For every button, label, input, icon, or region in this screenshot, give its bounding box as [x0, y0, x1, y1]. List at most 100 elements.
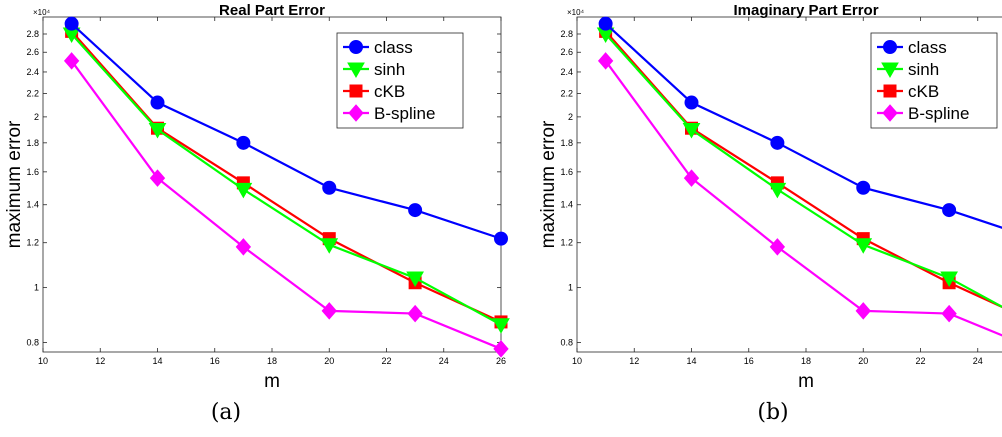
- x-tick-label: 12: [629, 356, 639, 366]
- data-point-B-spline: [149, 169, 166, 187]
- data-point-class: [770, 135, 785, 150]
- x-tick-label: 10: [38, 356, 48, 366]
- y-tick-label: 2.4: [560, 67, 573, 77]
- series-sinh: [62, 27, 510, 334]
- y-tick-label: 0.8: [560, 338, 573, 348]
- y-tick-label: 1.2: [560, 238, 573, 248]
- data-point-class: [64, 16, 79, 31]
- data-point-B-spline: [321, 302, 337, 320]
- data-point-sinh: [854, 238, 873, 254]
- y-tick-label: 1.4: [26, 200, 39, 210]
- legend-marker-cKB: [883, 84, 897, 98]
- data-point-sinh: [768, 182, 787, 199]
- x-tick-label: 26: [496, 356, 506, 366]
- legend-label-sinh: sinh: [374, 60, 405, 79]
- series-B-spline: [597, 52, 1002, 337]
- y-tick-label: 2.8: [560, 29, 573, 39]
- y-tick-label: 2.8: [26, 29, 39, 39]
- legend-label-class: class: [374, 38, 413, 57]
- y-tick-label: 2.6: [26, 47, 39, 57]
- series-line-B-spline: [604, 60, 1002, 337]
- x-axis-label: m: [264, 371, 280, 392]
- x-tick-label: 24: [439, 356, 449, 366]
- series-line-class: [604, 22, 1002, 229]
- legend: class sinh cKB B-spline: [870, 32, 998, 129]
- y-scale-exponent: ×10⁴: [33, 8, 51, 17]
- data-point-class: [856, 180, 871, 195]
- x-tick-label: 14: [686, 356, 696, 366]
- data-point-B-spline: [941, 304, 957, 323]
- legend-label-cKB: cKB: [908, 82, 939, 101]
- data-point-class: [236, 135, 251, 150]
- series-line-sinh: [70, 33, 502, 326]
- series-B-spline: [63, 52, 509, 358]
- x-tick-label: 12: [95, 356, 105, 366]
- panel-caption: (a): [211, 400, 241, 425]
- legend-marker-B-spline: [348, 104, 364, 122]
- series-class: [64, 16, 508, 246]
- series-class: [598, 16, 1002, 229]
- x-tick-label: 22: [915, 356, 925, 366]
- series-sinh: [596, 27, 1002, 309]
- x-tick-label: 24: [973, 356, 983, 366]
- series-line-class: [70, 22, 502, 240]
- chart-panel-b: 101214161820222420.811.21.41.61.822.22.4…: [538, 2, 1002, 392]
- data-point-sinh: [940, 271, 958, 287]
- data-point-sinh: [492, 318, 510, 334]
- x-tick-label: 18: [801, 356, 811, 366]
- legend-marker-sinh: [881, 62, 899, 79]
- data-point-class: [942, 203, 957, 218]
- y-axis-label: maximum error: [538, 120, 559, 248]
- y-tick-label: 1.8: [560, 138, 573, 148]
- legend-marker-B-spline: [882, 104, 898, 122]
- data-point-class: [494, 231, 508, 246]
- y-tick-label: 2.2: [560, 88, 573, 98]
- y-tick-label: 1.8: [26, 138, 39, 148]
- data-point-B-spline: [493, 340, 509, 358]
- data-point-sinh: [234, 182, 253, 199]
- data-point-sinh: [320, 238, 339, 254]
- legend-label-B-spline: B-spline: [374, 104, 435, 123]
- data-point-class: [684, 95, 699, 110]
- x-tick-label: 18: [267, 356, 277, 366]
- y-tick-label: 1.6: [560, 167, 573, 177]
- data-point-class: [598, 16, 613, 31]
- legend-marker-class: [883, 40, 897, 54]
- y-tick-label: 1.6: [26, 167, 39, 177]
- y-tick-label: 2.4: [26, 67, 39, 77]
- y-tick-label: 2.2: [26, 88, 39, 98]
- data-point-B-spline: [63, 52, 80, 70]
- panel-caption: (b): [757, 400, 788, 425]
- legend-marker-class: [349, 40, 363, 54]
- legend-label-B-spline: B-spline: [908, 104, 969, 123]
- legend-label-sinh: sinh: [908, 60, 939, 79]
- data-point-sinh: [148, 123, 167, 139]
- data-point-B-spline: [597, 52, 614, 70]
- chart-panel-a: 10 12 14 16 18 20 22 24 26 0.8 1 1.2 1.4 1.6 1.8 2 2.2 2.…: [4, 2, 510, 392]
- data-point-B-spline: [407, 304, 423, 323]
- x-tick-label: 10: [572, 356, 582, 366]
- data-point-class: [408, 203, 423, 218]
- x-tick-label: 16: [210, 356, 220, 366]
- chart-title: Imaginary Part Error: [733, 2, 878, 19]
- x-tick-label: 14: [152, 356, 162, 366]
- series-line-B-spline: [70, 60, 502, 350]
- series-line-sinh: [604, 33, 1002, 309]
- y-scale-exponent: ×10⁴: [567, 8, 585, 17]
- x-tick-label: 22: [381, 356, 391, 366]
- y-tick-label: 0.8: [26, 338, 39, 348]
- legend: class sinh cKB B-spline: [336, 32, 464, 129]
- y-tick-label: 1.4: [560, 200, 573, 210]
- data-point-class: [322, 180, 337, 195]
- chart-title: Real Part Error: [219, 2, 325, 19]
- x-tick-label: 16: [744, 356, 754, 366]
- y-tick-label: 2.6: [560, 47, 573, 57]
- data-point-class: [150, 95, 165, 110]
- data-point-B-spline: [683, 169, 700, 187]
- data-point-B-spline: [855, 302, 871, 320]
- data-point-sinh: [682, 123, 701, 139]
- y-tick-label: 2: [568, 112, 573, 122]
- data-point-sinh: [406, 271, 424, 287]
- y-tick-label: 1: [34, 283, 39, 293]
- legend-label-class: class: [908, 38, 947, 57]
